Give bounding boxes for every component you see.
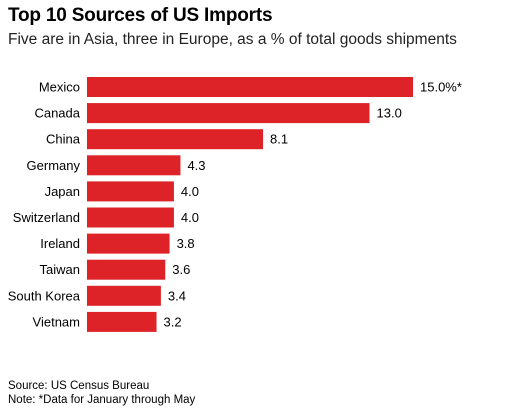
source-note: Source: US Census Bureau [8,380,150,392]
category-label: China [46,132,81,147]
category-label: Vietnam [33,314,80,329]
value-label: 4.3 [187,158,205,173]
category-label: Japan [45,184,80,199]
category-label: Taiwan [40,262,80,277]
bar [87,311,157,332]
value-label: 3.6 [172,262,190,277]
value-label: 3.8 [177,236,195,251]
value-label: 4.0 [181,184,199,199]
bar [87,155,181,176]
bar [87,129,264,150]
category-label: Canada [34,106,80,121]
bar [87,285,161,306]
bar [87,207,174,228]
value-label: 3.2 [164,314,182,329]
category-label: Mexico [39,80,80,95]
value-label: 15.0%* [420,80,462,95]
bar [87,77,413,97]
value-label: 4.0 [181,210,199,225]
bar [87,103,370,124]
footnote: Note: *Data for January through May [8,394,196,406]
bar [87,233,170,254]
chart-title: Top 10 Sources of US Imports [8,5,273,26]
value-label: 8.1 [270,132,288,147]
category-label: Ireland [40,236,80,251]
chart-subtitle: Five are in Asia, three in Europe, as a … [8,31,457,48]
category-label: Germany [27,158,81,173]
category-label: Switzerland [13,210,80,225]
value-label: 3.4 [168,288,186,303]
category-label: South Korea [8,288,81,303]
bar [87,181,174,202]
bar-chart: Mexico 15.0%* Canada 13.0 China 8.1 Germany 4.3… [8,77,462,332]
value-label: 13.0 [377,106,402,121]
bar [87,259,166,280]
